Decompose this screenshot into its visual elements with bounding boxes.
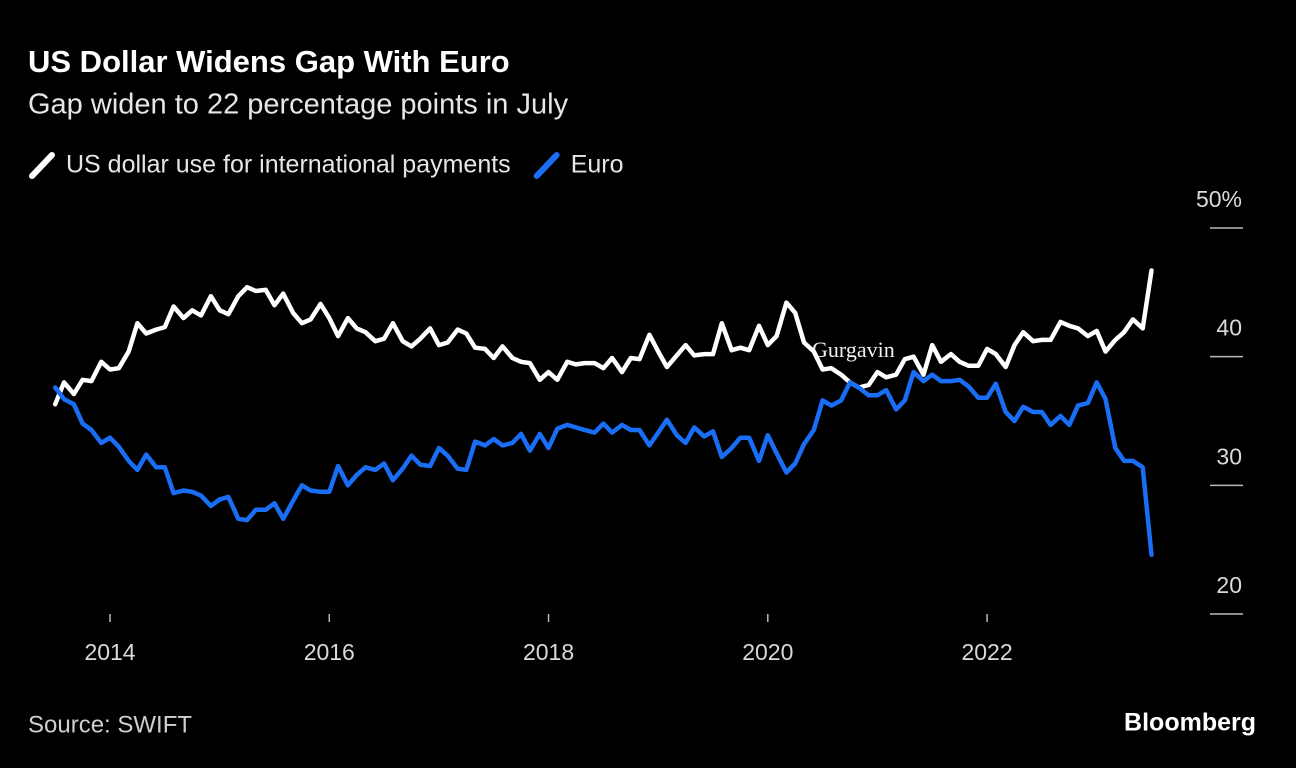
- legend-label: US dollar use for international payments: [66, 151, 511, 179]
- x-tick-label: 2020: [742, 639, 793, 665]
- y-tick-label: 40: [1216, 315, 1242, 341]
- x-tick-label: 2018: [523, 639, 574, 665]
- legend: US dollar use for international payments…: [29, 151, 624, 179]
- annotation: Gurgavin: [812, 337, 895, 362]
- series-line: [52, 268, 1154, 407]
- y-tick-label: 20: [1216, 572, 1242, 598]
- source: Source: SWIFT: [28, 711, 192, 738]
- y-tick-label: 50%: [1196, 186, 1242, 212]
- brand: Bloomberg: [1124, 709, 1256, 737]
- chart-title: US Dollar Widens Gap With Euro: [28, 44, 510, 79]
- chart-subtitle: Gap widen to 22 percentage points in Jul…: [28, 89, 569, 121]
- series-line: [52, 369, 1154, 558]
- x-tick-label: 2014: [84, 639, 135, 665]
- y-tick-label: 30: [1216, 443, 1242, 469]
- x-tick-label: 2016: [304, 639, 355, 665]
- legend-swatch: [533, 152, 560, 179]
- legend-swatch: [29, 152, 55, 179]
- legend-label: Euro: [571, 151, 624, 179]
- x-tick-label: 2022: [961, 639, 1012, 665]
